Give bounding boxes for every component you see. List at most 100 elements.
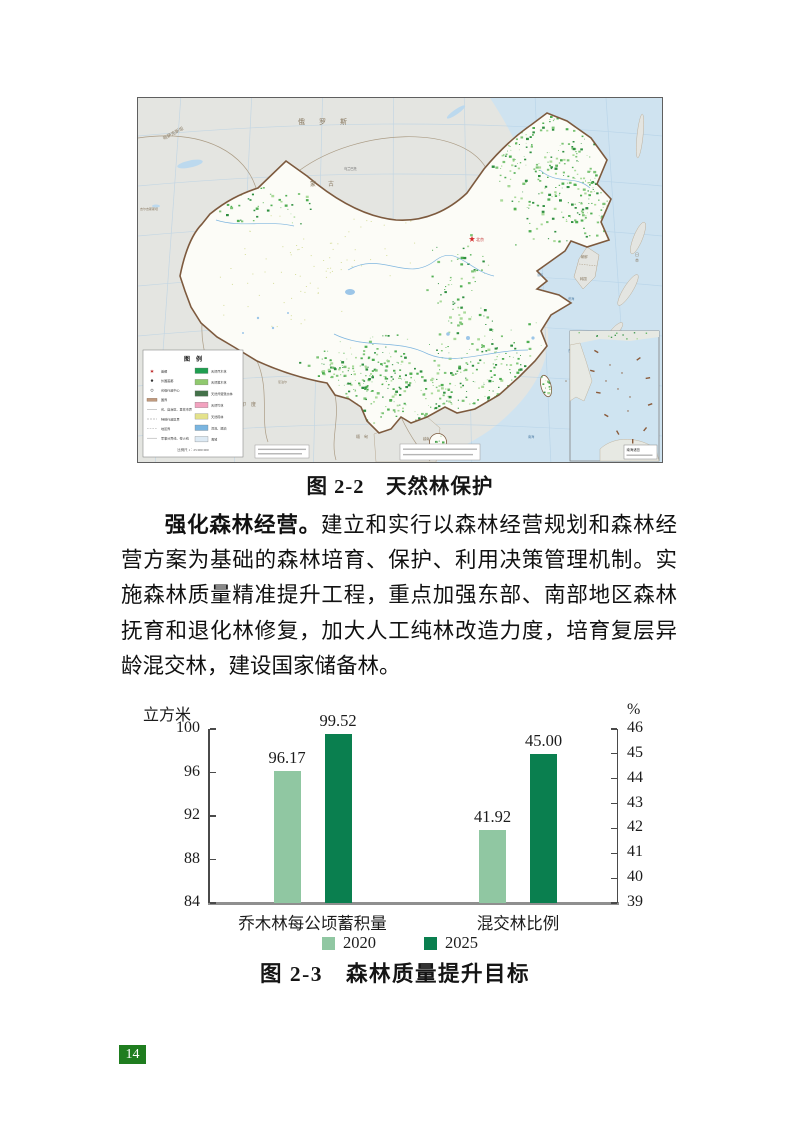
- forest-speckle: [363, 380, 366, 382]
- forest-speckle: [496, 358, 498, 360]
- forest-speckle: [367, 366, 369, 368]
- forest-speckle: [384, 334, 387, 337]
- forest-speckle: [342, 367, 344, 368]
- forest-speckle: [338, 384, 340, 386]
- forest-speckle: [562, 150, 565, 153]
- inset-island-dot: [627, 410, 629, 412]
- forest-speckle: [528, 200, 531, 203]
- forest-speckle: [590, 182, 594, 184]
- forest-speckle: [556, 164, 558, 166]
- shrub-speckle: [330, 267, 332, 269]
- nine-dash-segment: [636, 357, 641, 361]
- forest-speckle: [465, 362, 468, 364]
- forest-speckle: [382, 396, 384, 398]
- forest-speckle: [452, 308, 454, 310]
- forest-speckle: [558, 150, 559, 151]
- forest-speckle: [247, 198, 250, 200]
- forest-speckle: [383, 362, 386, 364]
- forest-speckle: [553, 240, 556, 243]
- forest-speckle: [490, 376, 493, 378]
- forest-speckle: [509, 364, 513, 366]
- forest-speckle: [525, 146, 528, 148]
- forest-speckle: [364, 365, 367, 368]
- forest-speckle: [535, 171, 537, 173]
- forest-speckle: [453, 337, 457, 341]
- forest-speckle: [499, 174, 502, 177]
- legend-swatch: [194, 424, 209, 431]
- shrub-speckle: [270, 215, 272, 217]
- forest-speckle: [578, 150, 581, 153]
- forest-speckle: [461, 357, 463, 359]
- forest-speckle: [535, 322, 537, 324]
- forest-speckle: [343, 384, 345, 386]
- forest-speckle: [571, 147, 574, 150]
- forest-speckle: [505, 352, 507, 354]
- forest-speckle: [510, 373, 511, 374]
- forest-speckle: [466, 353, 468, 354]
- inset-speckle: [616, 332, 618, 334]
- forest-speckle: [548, 193, 552, 196]
- right-tick-label: 41: [627, 843, 643, 861]
- legend-star-icon: [150, 369, 154, 373]
- forest-speckle: [570, 217, 571, 218]
- forest-speckle: [560, 159, 563, 162]
- forest-speckle: [347, 370, 349, 372]
- legend-item-label: 国界: [161, 397, 167, 402]
- forest-speckle: [606, 200, 608, 202]
- forest-speckle: [437, 389, 440, 392]
- beijing-marker: 北京: [469, 236, 484, 242]
- legend-item-label: 天然乔木林: [211, 368, 226, 373]
- forest-speckle: [376, 353, 379, 356]
- forest-speckle: [458, 314, 461, 316]
- shrub-speckle: [247, 306, 249, 308]
- forest-speckle: [475, 368, 478, 371]
- forest-speckle: [354, 380, 356, 381]
- nine-dash-segment: [632, 439, 634, 444]
- forest-speckle: [460, 306, 463, 309]
- forest-speckle: [467, 245, 470, 248]
- forest-speckle: [602, 206, 604, 208]
- bar-value-label: 45.00: [524, 730, 563, 750]
- forest-speckle: [559, 199, 562, 202]
- shrub-speckle: [340, 269, 342, 271]
- forest-speckle: [363, 350, 366, 352]
- map-note-box: [399, 443, 481, 461]
- forest-speckle: [512, 356, 514, 358]
- forest-speckle: [581, 135, 584, 138]
- forest-speckle: [509, 356, 511, 358]
- x-axis-line: [208, 902, 619, 905]
- category-label: 乔木林每公顷蓄积量: [238, 914, 387, 933]
- forest-speckle: [387, 408, 390, 411]
- forest-speckle: [432, 249, 434, 251]
- forest-speckle: [600, 192, 602, 194]
- left-tick-label: 100: [176, 719, 200, 736]
- forest-speckle: [456, 258, 459, 260]
- forest-speckle: [457, 254, 459, 255]
- shrub-speckle: [317, 292, 319, 294]
- forest-speckle: [460, 322, 464, 326]
- paragraph-lead: 强化森林经营。: [164, 513, 321, 537]
- forest-speckle: [572, 176, 575, 179]
- map-china-border: [179, 112, 612, 434]
- forest-speckle: [512, 158, 515, 161]
- forest-speckle: [436, 441, 438, 443]
- forest-speckle: [471, 364, 475, 367]
- forest-speckle: [399, 387, 402, 390]
- forest-speckle: [591, 202, 593, 204]
- forest-speckle: [322, 372, 325, 375]
- legend-item-label: 军事分界线、停火线: [161, 436, 189, 441]
- forest-speckle: [483, 362, 485, 364]
- shrub-speckle: [280, 271, 282, 273]
- forest-speckle: [501, 154, 504, 157]
- forest-speckle: [443, 371, 447, 374]
- forest-speckle: [554, 191, 557, 194]
- forest-speckle: [507, 185, 511, 188]
- forest-speckle: [369, 337, 371, 339]
- right-tick-label: 42: [627, 818, 643, 836]
- forest-speckle: [500, 363, 503, 365]
- forest-speckle: [511, 200, 514, 202]
- forest-speckle: [511, 379, 513, 381]
- forest-speckle: [582, 181, 584, 183]
- forest-speckle: [401, 378, 402, 380]
- forest-speckle: [339, 341, 341, 343]
